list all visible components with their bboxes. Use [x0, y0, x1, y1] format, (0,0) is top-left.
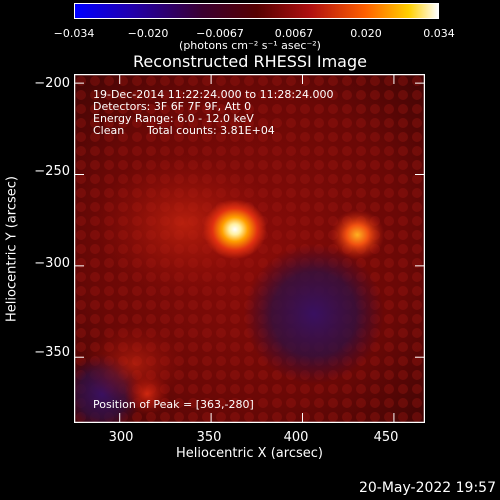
colorbar-tick: −0.020 — [127, 27, 169, 40]
flare-source — [330, 209, 385, 260]
colorbar-tick: −0.0067 — [196, 27, 244, 40]
x-tick-label: 350 — [196, 430, 222, 445]
total-counts: Total counts: 3.81E+04 — [147, 124, 275, 137]
colorbar-tick: 0.034 — [423, 27, 455, 40]
source-layer — [124, 199, 385, 415]
y-tick-label: −250 — [34, 164, 70, 179]
x-tick-label: 300 — [108, 430, 134, 445]
clean-label: Clean — [93, 124, 125, 137]
detectors: Detectors: 3F 6F 7F 9F, Att 0 — [93, 100, 252, 113]
footer-timestamp: 20-May-2022 19:57 — [358, 480, 496, 496]
chart-title: Reconstructed RHESSI Image — [133, 52, 367, 71]
colorbar-tick: −0.034 — [53, 27, 95, 40]
energy-range: Energy Range: 6.0 - 12.0 keV — [93, 112, 254, 125]
peak-position: Position of Peak = [363,-280] — [93, 398, 254, 411]
heatmap-plot — [74, 74, 425, 423]
time-range: 19-Dec-2014 11:22:24.000 to 11:28:24.000 — [93, 88, 334, 101]
colorbar-tick: 0.0067 — [274, 27, 314, 40]
flare-source — [124, 372, 171, 415]
colorbar-units: (photons cm⁻² s⁻¹ asec⁻²) — [179, 39, 321, 52]
y-tick-label: −300 — [34, 256, 70, 271]
colorbar — [74, 3, 439, 19]
y-tick-label: −200 — [34, 76, 70, 91]
y-axis-label: Heliocentric Y (arcsec) — [4, 176, 20, 322]
x-axis-label: Heliocentric X (arcsec) — [176, 446, 323, 461]
flare-source — [202, 199, 267, 260]
x-tick-label: 450 — [373, 430, 399, 445]
colorbar-tick: 0.020 — [350, 27, 382, 40]
x-tick-label: 400 — [283, 430, 309, 445]
y-tick-label: −350 — [34, 345, 70, 360]
